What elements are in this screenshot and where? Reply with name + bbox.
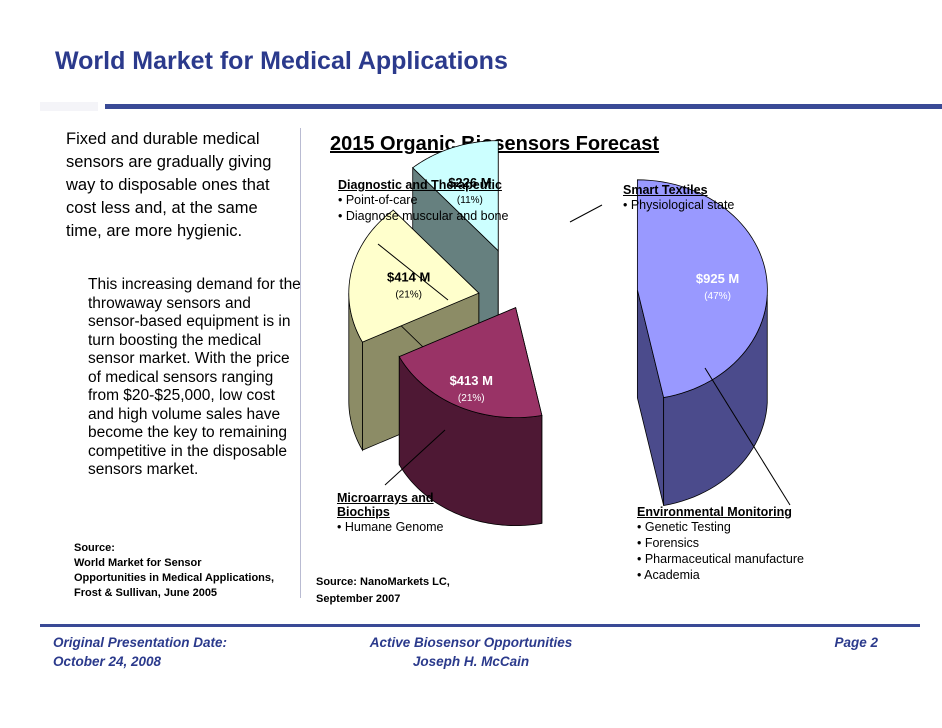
annotation-environmental: Environmental Monitoring • Genetic Testi…: [637, 505, 867, 583]
annotation-diagnostic: Diagnostic and Therapeutic • Point-of-ca…: [338, 178, 568, 224]
detail-text: This increasing demand for the throwaway…: [88, 276, 301, 478]
leader-line: [384, 429, 446, 486]
footer-date: Original Presentation Date: October 24, …: [53, 633, 227, 671]
left-source: Source: World Market for Sensor Opportun…: [74, 541, 304, 601]
footer-rule: [40, 624, 920, 627]
chart-source-line1: Source: NanoMarkets LC,: [316, 576, 450, 588]
annotation-env-item: • Genetic Testing: [637, 520, 731, 534]
pie-slice-value-label: $413 M: [450, 373, 493, 388]
annotation-smart-item: • Physiological state: [623, 198, 735, 212]
annotation-diagnostic-item: • Point-of-care: [338, 193, 418, 207]
pie-slice-percent-label: (21%): [395, 289, 422, 300]
column-divider: [300, 128, 301, 598]
pie-slice-percent-label: (11%): [457, 195, 483, 206]
footer-center-author: Joseph H. McCain: [412, 654, 530, 669]
left-source-line1: World Market for Sensor: [74, 557, 202, 569]
annotation-diagnostic-title: Diagnostic and Therapeutic: [338, 178, 502, 192]
pie-slice-top: [348, 209, 480, 343]
annotation-smart-title: Smart Textiles: [623, 183, 708, 197]
pie-slice-value-label: $226 M: [448, 175, 491, 190]
pie-slice-top: [398, 307, 543, 419]
footer-page-number: Page 2: [834, 635, 878, 650]
pie-slice-top: [412, 140, 499, 252]
annotation-env-item: • Pharmaceutical manufacture: [637, 552, 804, 566]
leader-line: [704, 367, 791, 506]
chart-source-line2: September 2007: [316, 593, 401, 605]
annotation-env-item: • Academia: [637, 568, 700, 582]
footer-center: Active Biosensor Opportunities Joseph H.…: [300, 633, 642, 671]
chart-source: Source: NanoMarkets LC, September 2007: [316, 574, 516, 608]
annotation-diagnostic-item: • Diagnose muscular and bone: [338, 209, 509, 223]
left-source-label: Source:: [74, 542, 115, 554]
annotation-env-item: • Forensics: [637, 536, 700, 550]
annotation-micro-title-1: Microarrays and: [337, 491, 434, 505]
leader-line: [569, 204, 603, 223]
footer-center-title: Active Biosensor Opportunities: [369, 635, 573, 650]
footer-date-value: October 24, 2008: [53, 654, 162, 669]
pie-slice-percent-label: (47%): [704, 291, 731, 302]
title-rule-cap: [40, 102, 98, 111]
annotation-micro-item: • Humane Genome: [337, 520, 444, 534]
pie-slice-value-label: $414 M: [387, 269, 430, 284]
left-source-line3: Frost & Sullivan, June 2005: [74, 587, 218, 599]
pie-slice-top: [636, 179, 768, 399]
annotation-env-title: Environmental Monitoring: [637, 505, 792, 519]
pie-slice-group: [636, 179, 768, 507]
pie-slice-value-label: $925 M: [696, 271, 739, 286]
pie-slice-group: [398, 307, 543, 527]
annotation-micro-title-2: Biochips: [337, 505, 390, 519]
annotation-microarrays: Microarrays and Biochips • Humane Genome: [337, 491, 537, 535]
title-rule: [105, 104, 942, 109]
annotation-smart-textiles: Smart Textiles • Physiological state: [623, 183, 823, 213]
footer-date-label: Original Presentation Date:: [53, 635, 228, 650]
pie-slice-percent-label: (21%): [458, 393, 485, 404]
intro-text: Fixed and durable medical sensors are gr…: [66, 130, 272, 240]
page-title: World Market for Medical Applications: [55, 47, 508, 75]
left-source-line2: Opportunities in Medical Applications,: [74, 572, 275, 584]
leader-line: [377, 243, 449, 301]
